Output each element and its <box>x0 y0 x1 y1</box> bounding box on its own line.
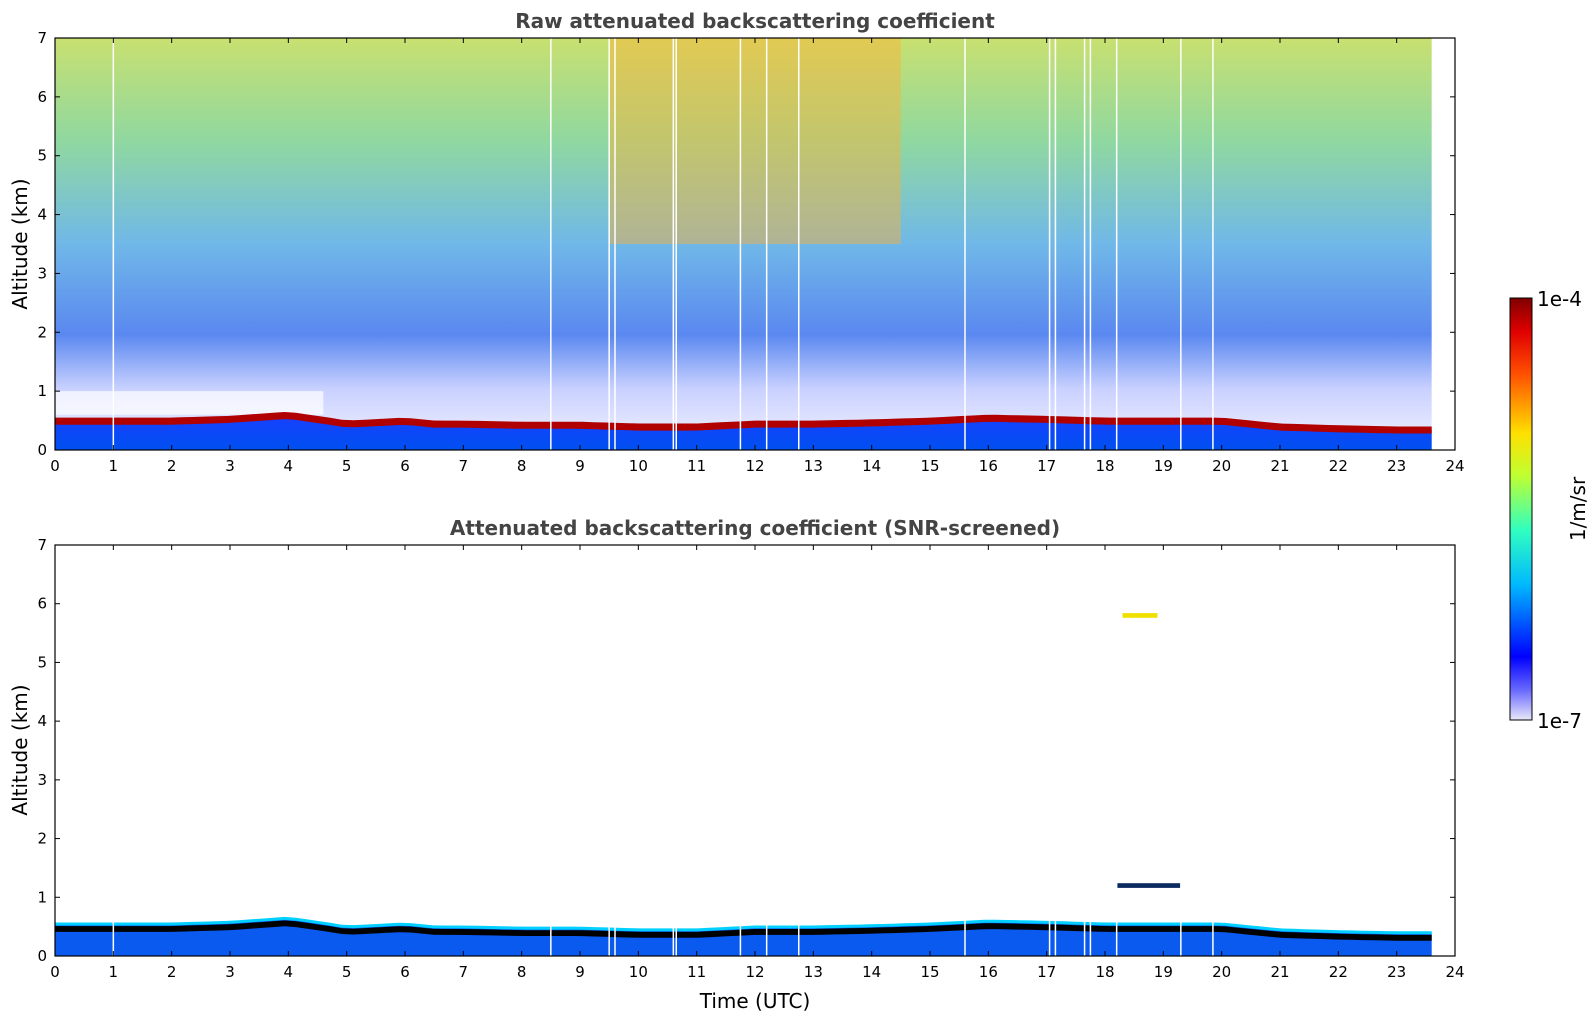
x-tick-label: 5 <box>342 963 352 981</box>
y-tick-label: 6 <box>37 595 47 613</box>
x-tick-label: 24 <box>1445 457 1464 475</box>
panel2-frame <box>54 544 1456 957</box>
y-tick-label: 4 <box>37 712 47 730</box>
x-tick-label: 12 <box>745 963 764 981</box>
x-tick-label: 3 <box>225 963 235 981</box>
x-tick-label: 19 <box>1154 963 1173 981</box>
y-tick-label: 1 <box>37 888 47 906</box>
x-tick-label: 11 <box>687 963 706 981</box>
panel2-x-ticks: 0 1 2 3 4 5 6 7 8 9 10 11 12 13 14 15 16 17 18 19 20 21 22 23 24 <box>50 545 1465 981</box>
y-tick-label: 2 <box>37 323 47 341</box>
y-tick-label: 1 <box>37 382 47 400</box>
high-backscatter-region <box>609 38 901 244</box>
x-tick-label: 20 <box>1212 963 1231 981</box>
x-tick-label: 21 <box>1270 963 1289 981</box>
x-tick-label: 6 <box>400 963 410 981</box>
panel1-x-ticks: 0 1 2 3 4 5 6 7 8 9 10 11 12 13 14 15 16 17 18 19 20 21 22 23 24 <box>50 38 1465 475</box>
x-tick-label: 0 <box>50 457 60 475</box>
y-tick-label: 0 <box>37 947 47 965</box>
screened-backscatter-image <box>55 545 1432 956</box>
panel2-x-label: Time (UTC) <box>699 989 811 1013</box>
x-tick-label: 2 <box>167 457 177 475</box>
x-tick-label: 9 <box>575 963 585 981</box>
x-tick-label: 7 <box>459 457 469 475</box>
x-tick-label: 4 <box>284 963 294 981</box>
x-tick-label: 1 <box>109 963 119 981</box>
x-tick-label: 3 <box>225 457 235 475</box>
x-tick-label: 1 <box>109 457 119 475</box>
x-tick-label: 19 <box>1154 457 1173 475</box>
x-tick-label: 13 <box>804 963 823 981</box>
x-tick-label: 7 <box>459 963 469 981</box>
colorbar-unit-label: 1/m/sr <box>1566 476 1590 541</box>
y-tick-label: 3 <box>37 771 47 789</box>
panel2-title: Attenuated backscattering coefficient (S… <box>450 516 1060 540</box>
x-tick-label: 16 <box>979 457 998 475</box>
x-tick-label: 5 <box>342 457 352 475</box>
x-tick-label: 17 <box>1037 457 1056 475</box>
x-tick-label: 12 <box>745 457 764 475</box>
x-tick-label: 2 <box>167 963 177 981</box>
x-tick-label: 15 <box>920 457 939 475</box>
x-tick-label: 17 <box>1037 963 1056 981</box>
low-signal-zone <box>55 391 324 415</box>
x-tick-label: 22 <box>1329 963 1348 981</box>
x-tick-label: 10 <box>629 963 648 981</box>
x-tick-label: 18 <box>1095 457 1114 475</box>
y-tick-label: 2 <box>37 830 47 848</box>
panel1-title: Raw attenuated backscattering coefficien… <box>515 9 995 33</box>
x-tick-label: 11 <box>687 457 706 475</box>
x-tick-label: 23 <box>1387 457 1406 475</box>
y-tick-label: 3 <box>37 264 47 282</box>
boundary-layer-top <box>55 412 1432 434</box>
y-tick-label: 0 <box>37 441 47 459</box>
x-tick-label: 24 <box>1445 963 1464 981</box>
x-tick-label: 13 <box>804 457 823 475</box>
x-tick-label: 14 <box>862 457 881 475</box>
x-tick-label: 4 <box>284 457 294 475</box>
x-tick-label: 8 <box>517 963 527 981</box>
panel2-y-label: Altitude (km) <box>8 684 32 815</box>
raw-backscatter-image <box>55 38 1432 450</box>
x-tick-label: 8 <box>517 457 527 475</box>
x-tick-label: 22 <box>1329 457 1348 475</box>
feature-elevated-layer <box>1122 613 1158 618</box>
panel2-y-ticks: 0 1 2 3 4 5 6 7 <box>37 536 1455 965</box>
y-tick-label: 6 <box>37 88 47 106</box>
y-tick-label: 5 <box>37 653 47 671</box>
colorbar-max-label: 1e-4 <box>1537 287 1582 311</box>
x-tick-label: 9 <box>575 457 585 475</box>
panel1-y-ticks: 0 1 2 3 4 5 6 7 <box>37 29 1455 459</box>
colorbar-min-label: 1e-7 <box>1537 709 1582 733</box>
panel1-y-label: Altitude (km) <box>8 178 32 309</box>
x-tick-label: 6 <box>400 457 410 475</box>
feature-aerosol-layer <box>1116 883 1181 888</box>
x-tick-label: 0 <box>50 963 60 981</box>
x-tick-label: 21 <box>1270 457 1289 475</box>
x-tick-label: 15 <box>920 963 939 981</box>
raw-signal-background <box>55 38 1432 450</box>
boundary-layer-top <box>55 920 1432 941</box>
colorbar: 1e-4 1e-7 1/m/sr <box>1509 287 1590 733</box>
screened-backscatter-panel: Attenuated backscattering coefficient (S… <box>8 516 1465 1013</box>
colorbar-gradient <box>1509 297 1533 721</box>
x-tick-label: 18 <box>1095 963 1114 981</box>
y-tick-label: 7 <box>37 29 47 47</box>
x-tick-label: 23 <box>1387 963 1406 981</box>
raw-backscatter-panel: Raw attenuated backscattering coefficien… <box>8 9 1465 475</box>
x-tick-label: 10 <box>629 457 648 475</box>
boundary-layer-edge <box>55 916 1432 935</box>
y-tick-label: 7 <box>37 536 47 554</box>
x-tick-label: 20 <box>1212 457 1231 475</box>
y-tick-label: 4 <box>37 206 47 224</box>
x-tick-label: 14 <box>862 963 881 981</box>
x-tick-label: 16 <box>979 963 998 981</box>
y-tick-label: 5 <box>37 147 47 165</box>
